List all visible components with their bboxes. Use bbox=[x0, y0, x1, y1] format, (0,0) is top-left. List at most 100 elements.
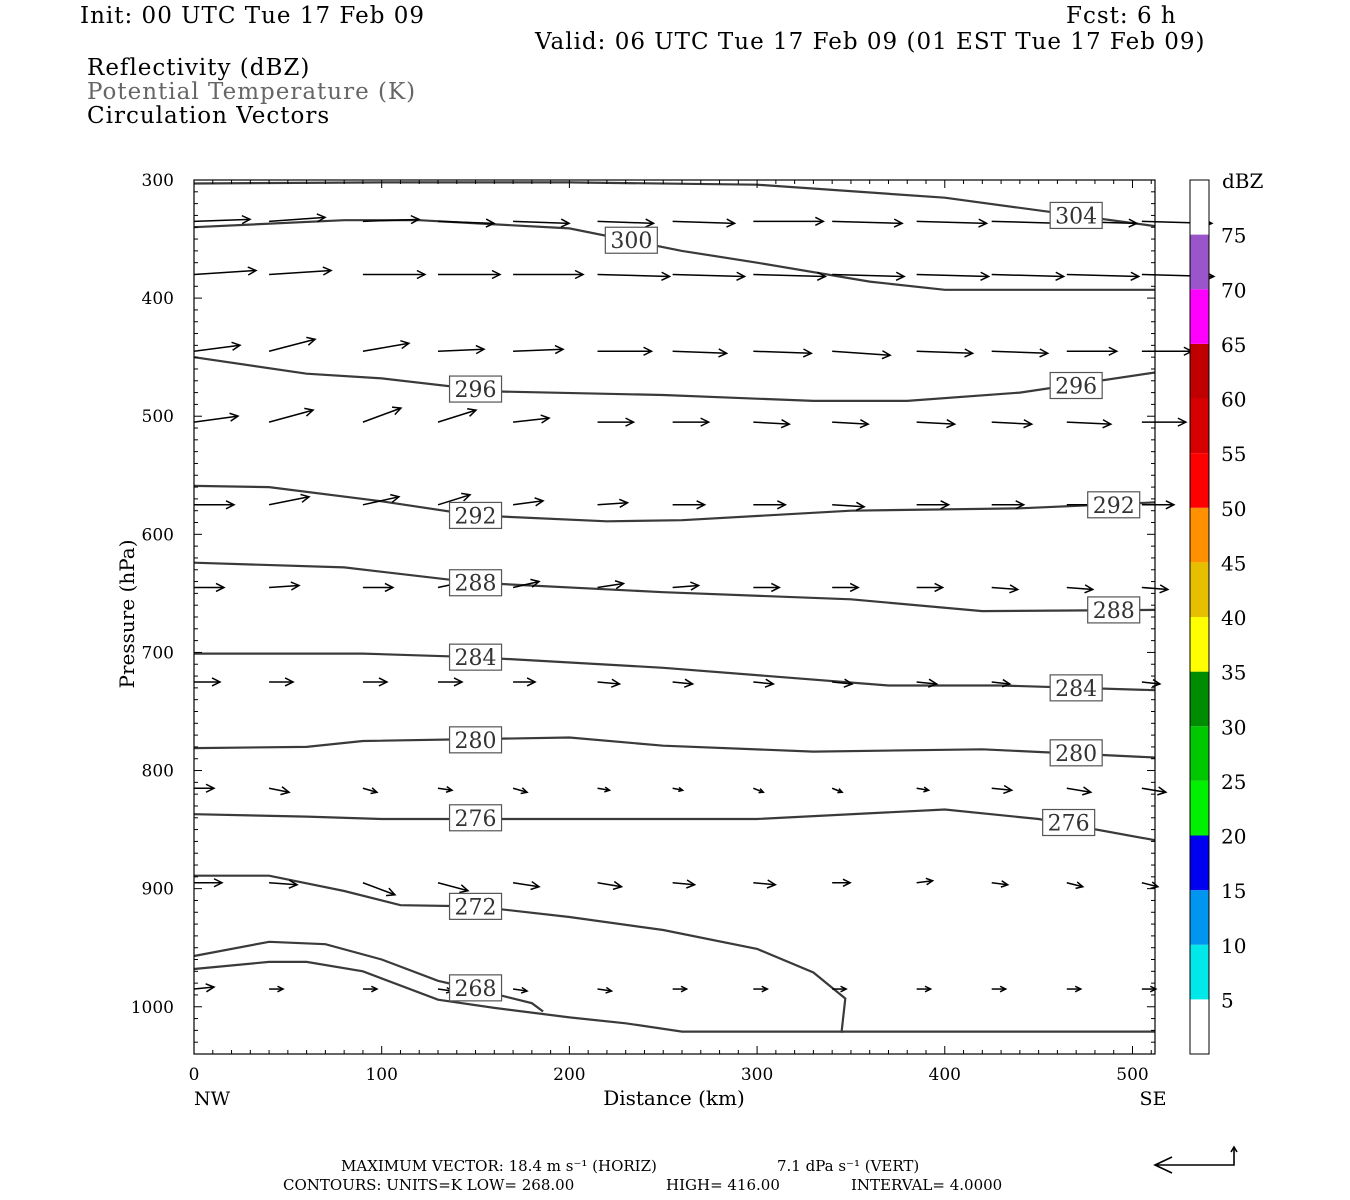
circulation-vector bbox=[672, 500, 707, 510]
contour-label-304: 304 bbox=[1049, 201, 1103, 229]
svg-text:284: 284 bbox=[455, 646, 497, 671]
x-tick-label: 400 bbox=[929, 1065, 961, 1085]
vector-layer bbox=[193, 213, 1216, 994]
svg-text:268: 268 bbox=[455, 977, 497, 1002]
circulation-vector bbox=[597, 271, 672, 281]
circulation-vector bbox=[437, 407, 478, 423]
max-vector-horiz-label: MAXIMUM VECTOR: 18.4 m s⁻¹ (HORIZ) bbox=[341, 1157, 657, 1175]
contour-label-292: 292 bbox=[1087, 491, 1141, 519]
circulation-vector bbox=[438, 677, 464, 687]
circulation-vector bbox=[268, 786, 291, 796]
contour-label-layer: 304 300 296 296 292 292 288 288 284 284 280 280 276 2… bbox=[448, 201, 1141, 1002]
right-endpoint-label: SE bbox=[1140, 1088, 1167, 1110]
circulation-vector bbox=[268, 407, 315, 423]
svg-text:296: 296 bbox=[455, 378, 497, 403]
contour-label-300: 300 bbox=[604, 226, 658, 254]
circulation-vector bbox=[916, 786, 931, 793]
circulation-vector bbox=[512, 787, 529, 795]
field-circulation-vectors-label: Circulation Vectors bbox=[87, 103, 331, 129]
circulation-vector bbox=[597, 786, 612, 793]
circulation-vector bbox=[193, 412, 240, 423]
colorbar-bin bbox=[1190, 944, 1209, 1000]
circulation-vector bbox=[1066, 985, 1083, 993]
colorbar-bin bbox=[1190, 343, 1209, 399]
circulation-vector bbox=[753, 582, 782, 593]
reference-vector-icon bbox=[1153, 1145, 1238, 1174]
circulation-vector bbox=[832, 501, 866, 511]
contour-label-276: 276 bbox=[1042, 808, 1096, 837]
colorbar-level-label: 20 bbox=[1221, 825, 1246, 849]
circulation-vector bbox=[916, 678, 939, 688]
contour-label-296: 296 bbox=[1049, 371, 1103, 400]
circulation-vector bbox=[193, 214, 252, 225]
svg-text:280: 280 bbox=[455, 729, 497, 754]
circulation-vector bbox=[672, 348, 729, 358]
circulation-vector bbox=[991, 584, 1020, 594]
circulation-vector bbox=[437, 786, 454, 793]
circulation-vector bbox=[672, 581, 701, 591]
circulation-vector bbox=[362, 269, 427, 280]
circulation-vector bbox=[269, 213, 327, 223]
circulation-vector bbox=[1066, 419, 1113, 429]
circulation-vector bbox=[672, 786, 685, 793]
circulation-vector bbox=[991, 880, 1010, 888]
svg-text:292: 292 bbox=[455, 504, 497, 529]
circulation-vector bbox=[512, 986, 529, 994]
circulation-vector bbox=[269, 677, 295, 687]
circulation-vector bbox=[1066, 881, 1085, 890]
circulation-vector bbox=[194, 500, 236, 510]
svg-text:288: 288 bbox=[455, 572, 497, 597]
y-tick-label: 800 bbox=[142, 762, 174, 782]
circulation-vector bbox=[269, 879, 299, 889]
y-tick-label: 900 bbox=[142, 880, 174, 900]
circulation-vector bbox=[672, 417, 711, 427]
colorbar-level-label: 65 bbox=[1221, 333, 1246, 357]
contour-line-292 bbox=[193, 484, 1156, 523]
circulation-vector bbox=[362, 493, 401, 506]
circulation-vector bbox=[597, 580, 626, 590]
contour-label-284: 284 bbox=[448, 643, 503, 671]
circulation-vector bbox=[362, 339, 411, 352]
circulation-vector bbox=[916, 218, 989, 228]
colorbar-bin bbox=[1190, 289, 1209, 344]
circulation-vector bbox=[194, 677, 222, 687]
circulation-vector bbox=[597, 417, 636, 427]
contour-line-276 bbox=[193, 808, 1156, 842]
circulation-vector bbox=[831, 787, 844, 794]
circulation-vector bbox=[437, 344, 486, 355]
contour-line-272 bbox=[194, 874, 847, 1033]
contour-label-288: 288 bbox=[448, 569, 503, 597]
circulation-vector bbox=[1141, 786, 1168, 796]
circulation-vector bbox=[597, 986, 614, 994]
circulation-vector bbox=[672, 271, 747, 281]
contour-label-268: 268 bbox=[448, 974, 503, 1002]
init-time-label: Init: 00 UTC Tue 17 Feb 09 bbox=[80, 3, 426, 29]
contour-label-296: 296 bbox=[448, 375, 503, 403]
colorbar-level-label: 60 bbox=[1221, 388, 1246, 412]
colorbar-level-label: 50 bbox=[1221, 497, 1246, 521]
circulation-vector bbox=[1141, 500, 1176, 510]
colorbar-bin bbox=[1190, 180, 1209, 235]
circulation-vector bbox=[991, 678, 1012, 688]
svg-text:272: 272 bbox=[455, 895, 497, 920]
contours-interval-label: INTERVAL= 4.0000 bbox=[851, 1176, 1003, 1194]
circulation-vector bbox=[269, 985, 285, 993]
circulation-vector bbox=[672, 678, 695, 688]
circulation-vector bbox=[991, 784, 1014, 795]
circulation-vector bbox=[269, 581, 301, 591]
contour-line-280 bbox=[193, 736, 1156, 759]
circulation-vector bbox=[597, 678, 622, 688]
forecast-hour-label: Fcst: 6 h bbox=[1066, 3, 1177, 29]
circulation-vector bbox=[753, 419, 792, 429]
contour-label-284: 284 bbox=[1049, 674, 1103, 702]
contour-line-284 bbox=[194, 652, 1156, 692]
valid-time-label: Valid: 06 UTC Tue 17 Feb 09 (01 EST Tue … bbox=[535, 29, 1206, 55]
circulation-vector bbox=[268, 336, 317, 352]
circulation-vector bbox=[832, 218, 904, 228]
circulation-vector bbox=[916, 582, 945, 593]
field-potential-temperature-label: Potential Temperature (K) bbox=[87, 79, 417, 105]
colorbar-bin bbox=[1190, 453, 1209, 508]
colorbar-level-label: 40 bbox=[1221, 606, 1246, 630]
circulation-vector bbox=[832, 350, 892, 360]
circulation-vector bbox=[512, 578, 541, 589]
